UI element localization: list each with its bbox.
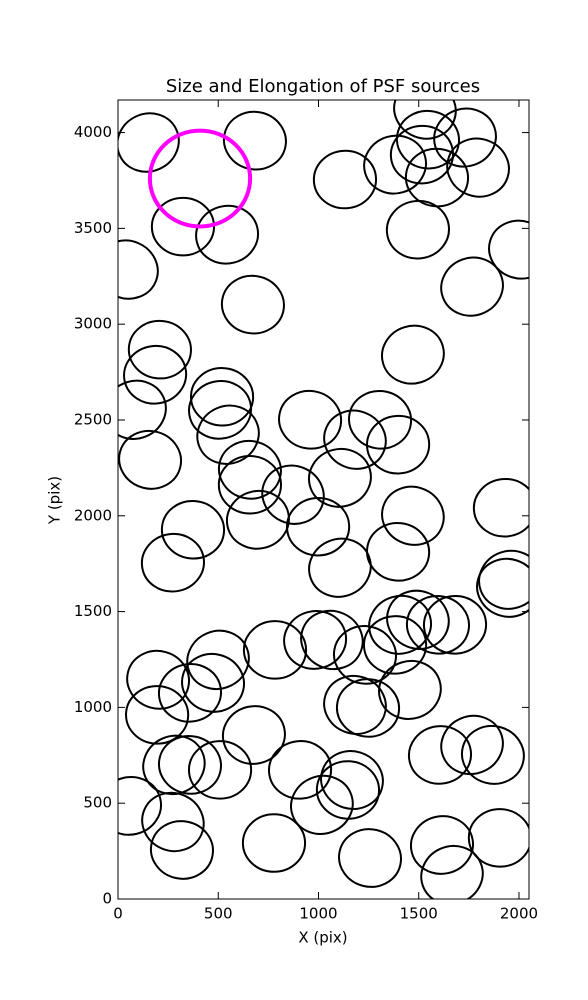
psf-ellipse: [300, 609, 364, 671]
psf-ellipse: [186, 629, 250, 690]
psf-ellipse: [366, 414, 431, 475]
x-tick-label: 0: [113, 905, 123, 923]
y-tick-label: 0: [102, 890, 112, 908]
psf-ellipse: [460, 725, 525, 785]
plot-area: [118, 100, 529, 899]
psf-ellipse: [393, 100, 457, 140]
psf-ellipse: [433, 107, 497, 168]
psf-ellipse: [220, 274, 285, 335]
psf-ellipse: [407, 725, 473, 785]
axes-frame: [117, 99, 530, 900]
psf-ellipse: [181, 652, 245, 713]
psf-ellipse: [440, 714, 504, 776]
psf-ellipse: [381, 324, 445, 385]
psf-ellipse: [195, 204, 260, 265]
psf-ellipse: [315, 760, 381, 820]
psf-ellipse: [386, 589, 450, 650]
x-tick-label: 1500: [400, 905, 438, 923]
psf-ellipse: [323, 674, 387, 735]
y-tick-label: 500: [83, 794, 112, 812]
x-tick-label: 1000: [299, 905, 337, 923]
psf-ellipse: [308, 537, 372, 598]
psf-ellipse: [118, 379, 167, 440]
psf-ellipse: [290, 774, 354, 835]
psf-ellipse: [312, 149, 378, 210]
x-tick-label: 2000: [500, 905, 538, 923]
psf-ellipse: [440, 256, 504, 317]
psf-ellipse: [225, 489, 290, 550]
psf-ellipse: [404, 147, 470, 208]
psf-ellipse: [118, 112, 180, 173]
psf-ellipse: [189, 367, 255, 427]
y-tick-label: 1000: [74, 698, 112, 716]
psf-ellipse: [149, 820, 214, 880]
psf-ellipse: [338, 828, 402, 888]
psf-ellipse: [217, 455, 282, 515]
highlight-ellipse: [147, 128, 253, 229]
y-tick-label: 3500: [74, 219, 112, 237]
psf-ellipse: [420, 844, 484, 899]
psf-ellipse: [320, 750, 384, 810]
psf-ellipse: [363, 615, 428, 675]
psf-ellipse: [467, 808, 529, 868]
y-tick-label: 1500: [74, 602, 112, 620]
psf-ellipse: [446, 137, 510, 198]
psf-ellipse: [157, 663, 222, 723]
x-axis-label: X (pix): [298, 929, 347, 947]
psf-ellipse: [142, 734, 206, 796]
psf-ellipse: [478, 549, 529, 610]
psf-ellipse: [196, 404, 260, 465]
psf-ellipse: [141, 791, 205, 853]
psf-ellipse: [335, 678, 401, 738]
psf-ellipse: [123, 344, 188, 405]
psf-ellipse: [126, 649, 191, 710]
psf-ellipse: [363, 134, 427, 195]
psf-ellipse: [160, 500, 226, 560]
psf-ellipse: [422, 595, 488, 655]
psf-ellipse: [127, 319, 192, 380]
psf-ellipse: [118, 239, 159, 300]
psf-ellipse: [278, 389, 343, 450]
psf-ellipse: [366, 522, 431, 582]
psf-ellipse: [409, 815, 474, 875]
psf-ellipse: [381, 485, 445, 546]
psf-ellipse: [118, 776, 162, 836]
psf-ellipse: [242, 620, 308, 680]
x-tick-label: 500: [204, 905, 233, 923]
psf-ellipse: [472, 477, 529, 538]
y-axis-label: Y (pix): [46, 476, 64, 525]
psf-ellipse: [308, 447, 372, 508]
psf-ellipse: [368, 594, 432, 655]
psf-ellipse: [323, 409, 387, 470]
psf-ellipse: [188, 379, 253, 440]
psf-ellipse: [261, 464, 325, 525]
y-tick-label: 2000: [74, 506, 112, 524]
psf-ellipse: [157, 735, 222, 795]
psf-ellipse: [118, 429, 183, 490]
psf-ellipse: [187, 740, 253, 800]
psf-ellipse: [348, 389, 413, 450]
psf-ellipse: [476, 557, 529, 618]
chart-title: Size and Elongation of PSF sources: [166, 76, 480, 97]
psf-ellipse: [488, 219, 529, 280]
psf-ellipse: [405, 595, 471, 655]
y-tick-label: 2500: [74, 410, 112, 428]
y-tick-label: 4000: [74, 123, 112, 141]
y-tick-label: 3000: [74, 315, 112, 333]
psf-ellipse: [385, 199, 450, 260]
psf-ellipse: [241, 813, 307, 873]
psf-ellipse: [140, 532, 205, 593]
psf-ellipse: [378, 659, 442, 720]
